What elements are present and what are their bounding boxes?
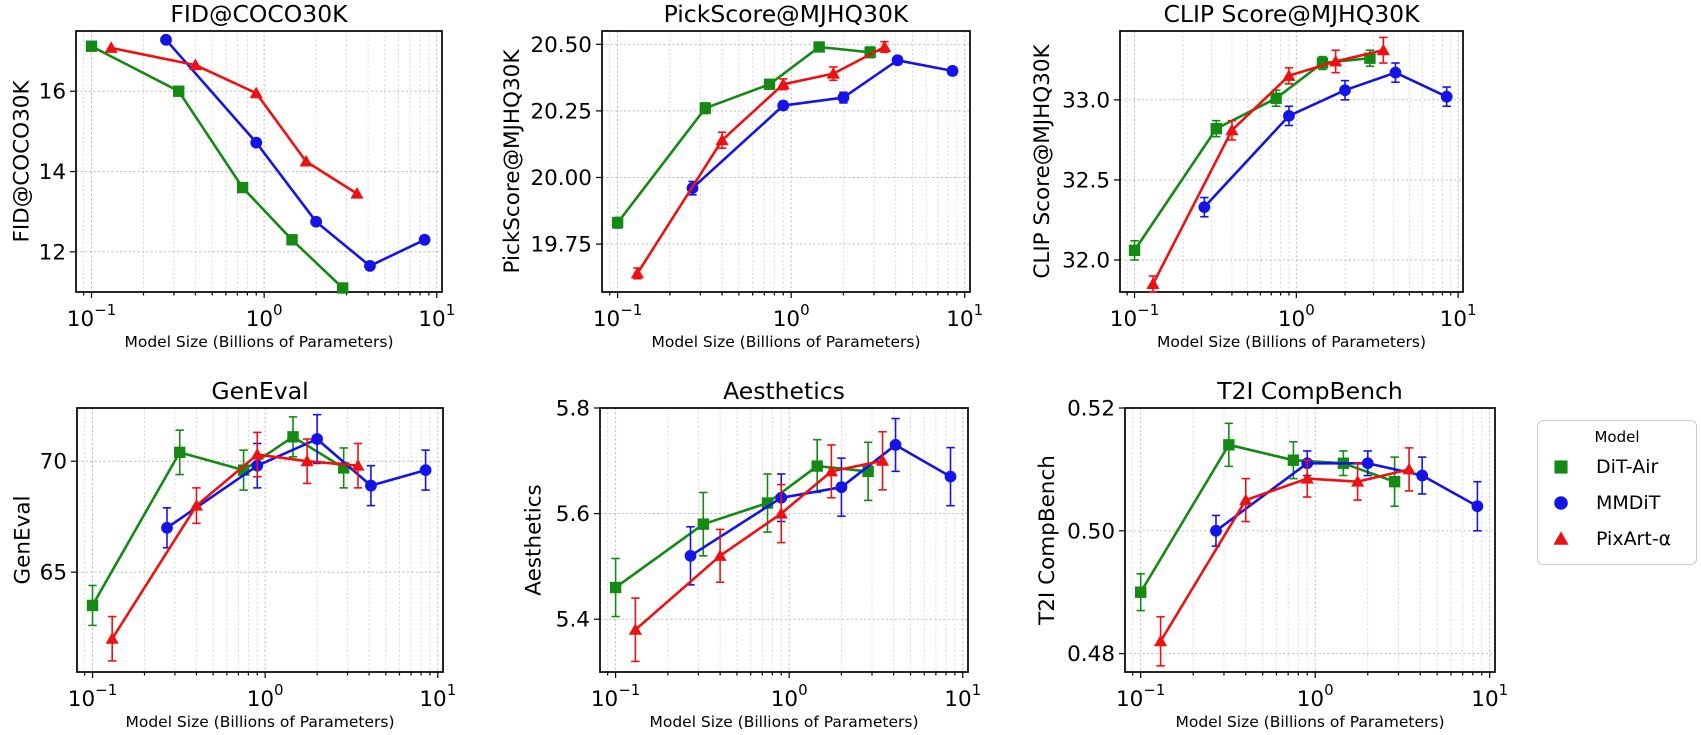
series-dit-air <box>1134 422 1401 612</box>
legend-entry-mmdit: MMDiT <box>1550 485 1696 521</box>
y-tick-label: 5.6 <box>556 502 590 527</box>
x-axis-label: Model Size (Billions of Parameters) <box>651 333 920 351</box>
y-tick-label: 20.25 <box>530 99 592 124</box>
x-axis-label: Model Size (Billions of Parameters) <box>125 713 394 731</box>
legend-entry-pixart: PixArt-α <box>1550 521 1696 557</box>
chart-title: PickScore@MJHQ30K <box>664 0 909 28</box>
x-tick-label: 10−1 <box>593 301 642 332</box>
series-pixart <box>628 430 890 663</box>
x-axis-label: Model Size (Billions of Parameters) <box>124 333 393 351</box>
x-tick-label: 10−1 <box>1110 301 1159 332</box>
chart-title: CLIP Score@MJHQ30K <box>1163 0 1420 28</box>
y-tick-label: 5.8 <box>556 397 590 422</box>
y-tick-label: 0.50 <box>1067 519 1115 544</box>
chart-t2i-compbench: 10−1 100 101 0.48 0.50 0.52 T2I CompBench T2I C… <box>1035 377 1508 731</box>
chart-title: FID@COCO30K <box>170 0 348 28</box>
series-mmdit <box>1210 450 1484 547</box>
x-tick-label: 101 <box>944 681 981 712</box>
x-tick-label: 100 <box>247 681 284 712</box>
x-axis-label: Model Size (Billions of Parameters) <box>1157 333 1426 351</box>
series-mmdit <box>160 33 431 272</box>
series-mmdit <box>161 413 432 549</box>
x-tick-label: 10−1 <box>1116 681 1165 712</box>
x-tick-label: 101 <box>1440 301 1477 332</box>
y-axis-label: FID@COCO30K <box>9 80 34 243</box>
chart-pickscore-mjhq30k: 10−1 100 10119.7520.0020.2520.50PickScore@… <box>500 0 983 351</box>
legend-entry-dit-air: DiT-Air <box>1550 449 1696 485</box>
y-axis-label: Aesthetics <box>522 484 547 595</box>
legend-model: Model DiT-Air MMDiT PixArt-α <box>1537 420 1697 565</box>
legend-entry-label: DiT-Air <box>1596 456 1659 478</box>
y-axis-label: T2I CompBench <box>1035 455 1060 626</box>
y-tick-label: 16 <box>39 80 66 105</box>
x-tick-label: 10−1 <box>68 681 117 712</box>
y-tick-label: 20.00 <box>530 166 592 191</box>
pixart-marker-icon <box>1553 531 1569 545</box>
y-tick-label: 32.5 <box>1062 168 1110 193</box>
series-pixart <box>104 41 364 199</box>
x-axis-label: Model Size (Billions of Parameters) <box>649 713 918 731</box>
dit-air-marker-icon <box>1554 460 1568 474</box>
x-tick-label: 10−1 <box>591 681 640 712</box>
legend-title: Model <box>1594 428 1640 446</box>
x-tick-label: 101 <box>418 301 455 332</box>
x-tick-label: 101 <box>946 301 983 332</box>
y-tick-label: 33.0 <box>1062 88 1110 113</box>
y-axis-label: PickScore@MJHQ30K <box>500 49 525 274</box>
x-tick-label: 100 <box>771 681 808 712</box>
x-tick-label: 10−1 <box>67 301 116 332</box>
series-pixart <box>1153 447 1416 667</box>
y-tick-label: 5.4 <box>556 608 590 633</box>
y-tick-label: 70 <box>40 450 67 475</box>
chart-title: GenEval <box>211 377 308 405</box>
legend-entry-label: PixArt-α <box>1596 528 1672 550</box>
chart-aesthetics: 10−1 100 101 5.4 5.6 5.8 Aesthetics Aesthetics M… <box>522 377 982 731</box>
x-tick-label: 100 <box>1278 301 1315 332</box>
y-tick-label: 19.75 <box>530 233 592 258</box>
y-tick-label: 12 <box>39 240 66 265</box>
series-dit-air <box>611 41 876 229</box>
x-tick-label: 100 <box>246 301 283 332</box>
x-tick-label: 100 <box>1297 681 1334 712</box>
x-tick-label: 101 <box>1471 681 1508 712</box>
legend-entries: DiT-Air MMDiT PixArt-α <box>1550 449 1696 557</box>
series-mmdit <box>1198 62 1453 218</box>
x-tick-label: 101 <box>419 681 456 712</box>
y-tick-label: 0.48 <box>1067 642 1115 667</box>
y-axis-label: GenEval <box>10 496 35 585</box>
x-tick-label: 100 <box>773 301 810 332</box>
series-dit-air <box>609 438 874 618</box>
y-axis-label: CLIP Score@MJHQ30K <box>1030 43 1055 278</box>
y-tick-label: 14 <box>39 160 66 185</box>
y-tick-label: 32.0 <box>1062 248 1110 273</box>
series-pixart <box>630 40 892 280</box>
series-dit-air <box>86 416 350 627</box>
y-tick-label: 65 <box>40 561 67 586</box>
series-mmdit <box>684 417 957 586</box>
chart-clip-score-mjhq30k: 10−1 100 101 32.0 32.5 33.0 CLIP Score@MJHQ30K… <box>1030 0 1477 351</box>
x-axis-label: Model Size (Billions of Parameters) <box>1175 713 1444 731</box>
y-tick-label: 0.52 <box>1067 397 1115 422</box>
chart-fid-coco30k: 10−1 100 101121416FID@COCO30KFID@COCO30KMo… <box>9 0 455 351</box>
y-tick-label: 20.50 <box>530 33 592 58</box>
chart-title: Aesthetics <box>723 377 845 405</box>
chart-title: T2I CompBench <box>1216 377 1403 405</box>
mmdit-marker-icon <box>1554 496 1568 510</box>
series-dit-air <box>85 40 349 294</box>
series-pixart <box>1146 36 1390 293</box>
legend-entry-label: MMDiT <box>1596 492 1661 514</box>
series-pixart <box>105 431 365 662</box>
